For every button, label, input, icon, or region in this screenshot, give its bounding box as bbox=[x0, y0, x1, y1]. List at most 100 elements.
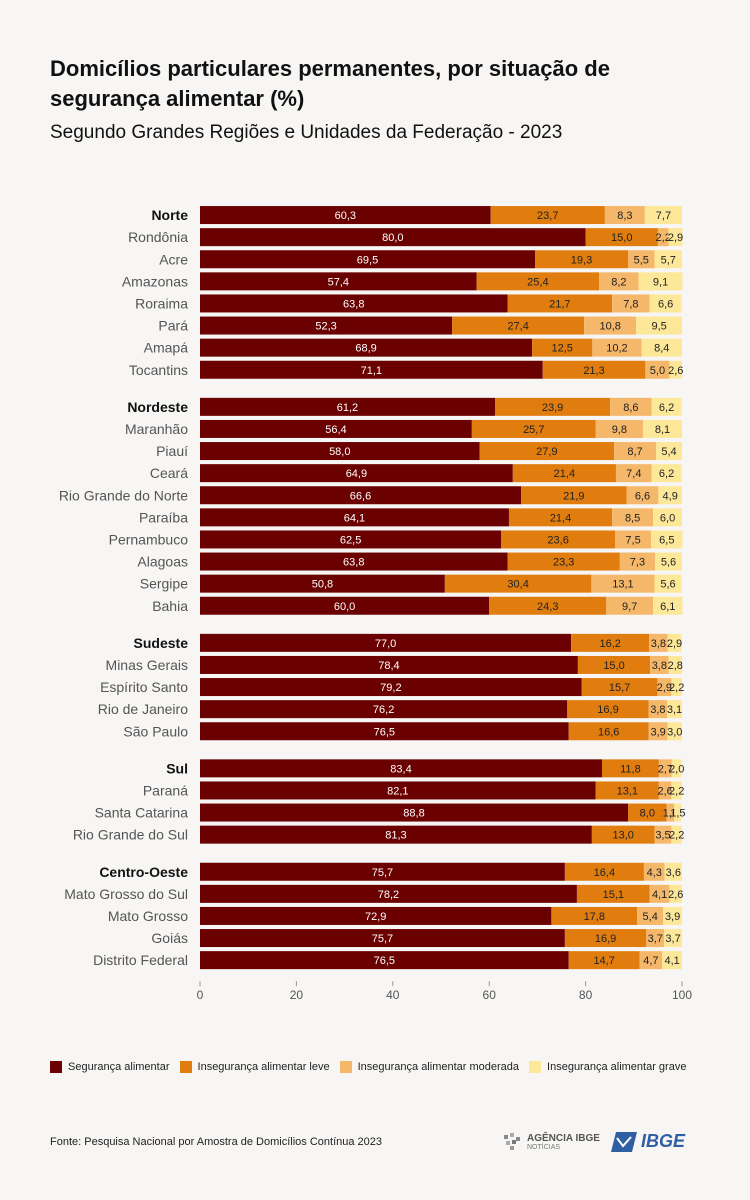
data-label: 27,9 bbox=[536, 446, 557, 458]
bar-segment bbox=[615, 530, 652, 549]
bar-segment bbox=[626, 486, 659, 505]
row-label: Rio Grande do Norte bbox=[59, 487, 188, 503]
data-label: 7,5 bbox=[625, 534, 640, 546]
bar-segment bbox=[507, 552, 620, 571]
data-label: 16,9 bbox=[595, 933, 616, 945]
data-label: 88,8 bbox=[403, 808, 424, 820]
data-label: 6,6 bbox=[635, 490, 650, 502]
data-label: 15,0 bbox=[603, 660, 624, 672]
bar-segment bbox=[200, 862, 565, 881]
bar-segment bbox=[610, 397, 652, 416]
bar-segment bbox=[476, 272, 600, 291]
bar-segment bbox=[592, 338, 642, 357]
data-label: 1,6 bbox=[663, 808, 678, 820]
data-label: 3,8 bbox=[650, 704, 665, 716]
bar-segment bbox=[667, 633, 682, 652]
data-label: 15,1 bbox=[603, 889, 624, 901]
data-label: 72,9 bbox=[365, 911, 386, 923]
data-label: 6,6 bbox=[658, 298, 673, 310]
data-label: 2,6 bbox=[668, 889, 683, 901]
data-label: 3,9 bbox=[665, 911, 680, 923]
data-label: 66,6 bbox=[350, 490, 371, 502]
bar-segment bbox=[576, 884, 650, 903]
bar-segment bbox=[644, 206, 682, 225]
bar-segment bbox=[657, 678, 672, 697]
bar-segment bbox=[667, 700, 682, 719]
data-label: 61,2 bbox=[337, 402, 358, 414]
bar-segment bbox=[200, 884, 577, 903]
row-label: Rondônia bbox=[128, 229, 188, 245]
bar-segment bbox=[649, 633, 668, 652]
data-label: 2,2 bbox=[669, 785, 684, 797]
bar-segment bbox=[642, 419, 682, 438]
bar-segment bbox=[200, 419, 472, 438]
bar-segment bbox=[564, 862, 644, 881]
bar-segment bbox=[200, 294, 508, 313]
bar-segment bbox=[200, 700, 568, 719]
data-label: 8,1 bbox=[655, 424, 670, 436]
bar-segment bbox=[452, 316, 585, 335]
data-label: 5,6 bbox=[661, 557, 676, 569]
data-label: 23,9 bbox=[542, 402, 563, 414]
data-label: 7,3 bbox=[630, 557, 645, 569]
bar-segment bbox=[568, 951, 640, 970]
bar-segment bbox=[614, 442, 656, 461]
data-label: 21,3 bbox=[583, 365, 604, 377]
bar-segment bbox=[200, 951, 569, 970]
bar-segment bbox=[650, 655, 669, 674]
data-label: 2,2 bbox=[669, 682, 684, 694]
bar-segment bbox=[654, 825, 672, 844]
data-label: 56,4 bbox=[325, 424, 346, 436]
bar-segment bbox=[662, 951, 682, 970]
row-label: Centro-Oeste bbox=[99, 864, 188, 880]
legend-label-leve: Insegurança alimentar leve bbox=[197, 1061, 330, 1073]
bar-segment bbox=[667, 722, 682, 741]
bar-segment bbox=[200, 678, 582, 697]
bar-segment bbox=[655, 442, 682, 461]
bar-segment bbox=[591, 574, 655, 593]
data-label: 63,8 bbox=[343, 557, 364, 569]
bar-segment bbox=[657, 228, 669, 247]
data-label: 80,0 bbox=[382, 232, 403, 244]
data-label: 9,5 bbox=[651, 321, 666, 333]
data-label: 4,1 bbox=[664, 955, 679, 967]
data-label: 5,4 bbox=[661, 446, 676, 458]
bar-segment bbox=[658, 486, 682, 505]
bar-segment bbox=[200, 272, 477, 291]
data-label: 4,7 bbox=[643, 955, 658, 967]
data-label: 76,5 bbox=[374, 726, 395, 738]
bar-segment bbox=[200, 655, 578, 674]
row-label: Distrito Federal bbox=[93, 952, 188, 968]
data-label: 19,3 bbox=[571, 254, 592, 266]
bar-segment bbox=[494, 397, 611, 416]
row-label: Maranhão bbox=[125, 421, 188, 437]
bar-segment bbox=[671, 781, 682, 800]
data-label: 3,1 bbox=[667, 704, 682, 716]
data-label: 16,6 bbox=[598, 726, 619, 738]
data-label: 10,2 bbox=[606, 343, 627, 355]
row-label: Tocantins bbox=[129, 362, 188, 378]
data-label: 8,6 bbox=[623, 402, 638, 414]
bar-segment bbox=[200, 486, 522, 505]
data-label: 11,8 bbox=[620, 763, 641, 775]
bar-segment bbox=[645, 360, 670, 379]
bar-segment bbox=[669, 884, 682, 903]
data-label: 2,9 bbox=[657, 682, 672, 694]
data-label: 69,5 bbox=[357, 254, 378, 266]
agencia-ibge-text: AGÊNCIA IBGE bbox=[527, 1132, 600, 1144]
data-label: 2,6 bbox=[657, 785, 672, 797]
bar-segment bbox=[651, 530, 683, 549]
bar-segment bbox=[200, 722, 569, 741]
bar-segment bbox=[200, 906, 552, 925]
x-tick-label: 0 bbox=[197, 988, 204, 1002]
bar-segment bbox=[664, 929, 682, 948]
bar-segment bbox=[501, 530, 616, 549]
data-label: 23,6 bbox=[547, 534, 568, 546]
bar-segment bbox=[674, 803, 682, 822]
row-label: Piauí bbox=[156, 443, 188, 459]
bar-segment bbox=[581, 678, 658, 697]
bar-segment bbox=[671, 678, 682, 697]
bar-segment bbox=[628, 250, 655, 269]
bar-segment bbox=[200, 316, 453, 335]
